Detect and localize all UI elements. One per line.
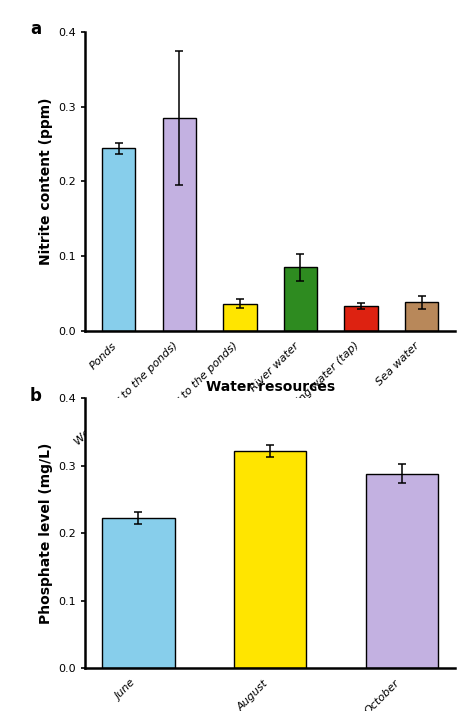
Y-axis label: Nitrite content (ppm): Nitrite content (ppm)	[39, 97, 53, 265]
Bar	[102, 518, 174, 668]
Bar	[345, 306, 378, 331]
Bar	[284, 267, 317, 331]
Bar	[223, 304, 256, 331]
Bar	[366, 474, 438, 668]
Bar	[163, 118, 196, 331]
Bar	[405, 302, 438, 331]
Bar	[234, 451, 306, 668]
Text: a: a	[30, 20, 41, 38]
Bar	[102, 149, 136, 331]
Text: b: b	[30, 387, 42, 405]
Text: Water resources: Water resources	[206, 380, 335, 395]
Y-axis label: Phosphate level (mg/L): Phosphate level (mg/L)	[39, 442, 53, 624]
